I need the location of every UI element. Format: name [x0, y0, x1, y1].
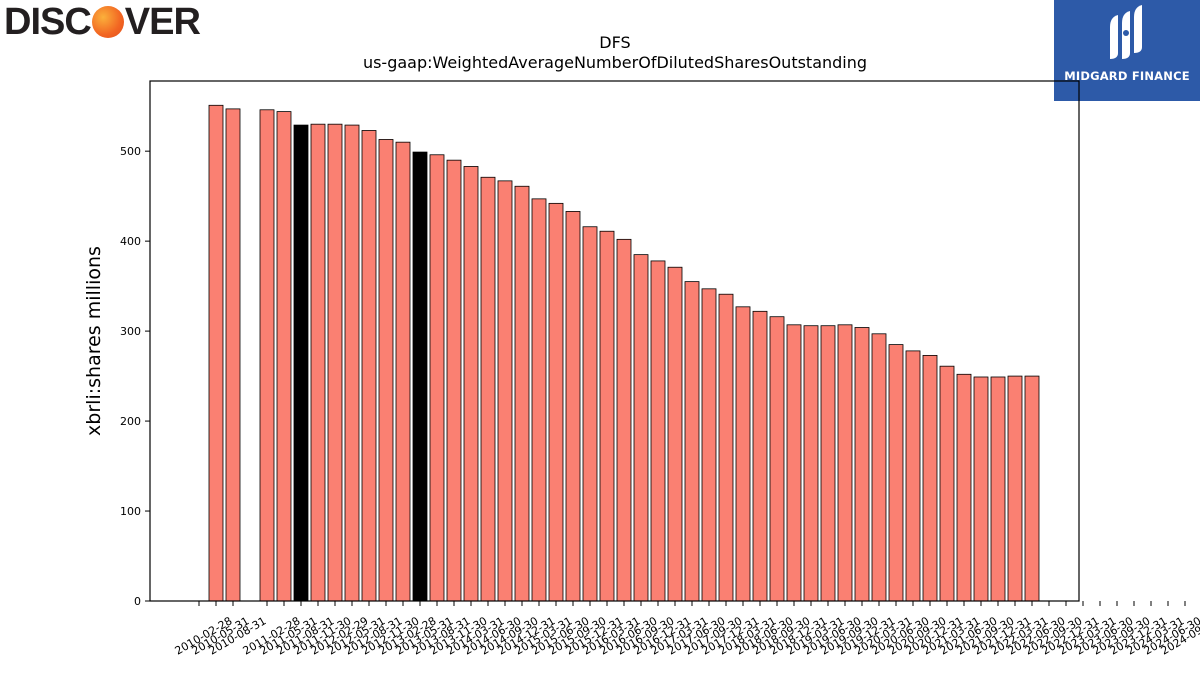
bar	[922, 354, 938, 602]
bar	[276, 111, 292, 602]
bar	[582, 226, 598, 602]
midgard-finance-brand: MIDGARD FINANCE	[1064, 69, 1190, 83]
bar	[344, 124, 360, 602]
bar	[1007, 375, 1023, 602]
chart-title: DFS	[599, 33, 630, 52]
bar	[837, 324, 853, 602]
y-tick-label: 500	[120, 145, 141, 158]
bar	[735, 306, 751, 602]
bar	[854, 327, 870, 602]
bar	[939, 365, 955, 602]
bar	[514, 185, 530, 602]
discover-logo-text-start: DISC	[4, 0, 92, 43]
bar	[395, 141, 411, 602]
bar	[1024, 375, 1040, 602]
bar	[446, 159, 462, 602]
bar	[259, 109, 275, 602]
bar	[871, 333, 887, 602]
bar	[463, 166, 479, 602]
bar	[548, 202, 564, 602]
bar	[718, 293, 734, 602]
y-tick-label: 100	[120, 505, 141, 518]
plot-frame	[149, 80, 1080, 602]
bar	[565, 211, 581, 602]
bar	[888, 344, 904, 602]
y-tick-label: 300	[120, 325, 141, 338]
bar	[752, 310, 768, 602]
bar	[361, 130, 377, 602]
bar	[820, 325, 836, 602]
bar	[786, 324, 802, 602]
bar	[208, 104, 224, 602]
bar	[412, 151, 428, 602]
bar	[990, 376, 1006, 602]
y-axis-label: xbrli:shares millions	[83, 246, 105, 436]
bar	[480, 176, 496, 602]
y-tick-label: 400	[120, 235, 141, 248]
bar	[701, 288, 717, 602]
chart-subtitle: us-gaap:WeightedAverageNumberOfDilutedSh…	[363, 53, 867, 72]
discover-logo: DISC VER	[4, 0, 201, 43]
bar	[497, 180, 513, 602]
y-tick-label: 200	[120, 415, 141, 428]
bar	[956, 373, 972, 602]
bar	[633, 254, 649, 602]
bar	[293, 124, 309, 602]
discover-orange-circle-icon	[91, 6, 124, 38]
bar	[310, 123, 326, 602]
bar	[378, 139, 394, 602]
bar	[599, 230, 615, 602]
bar	[973, 376, 989, 602]
bar	[650, 260, 666, 602]
bar	[769, 316, 785, 602]
bar	[429, 154, 445, 602]
bar	[225, 108, 241, 602]
bar	[667, 266, 683, 602]
midgard-finance-logo: MIDGARD FINANCE	[1054, 0, 1200, 101]
bar	[327, 123, 343, 602]
discover-logo-text-end: VER	[124, 0, 201, 43]
bar	[905, 350, 921, 602]
bar	[803, 325, 819, 602]
bar	[531, 198, 547, 602]
bar	[616, 238, 632, 602]
midgard-mark-icon	[1110, 5, 1142, 59]
bar	[684, 281, 700, 602]
y-tick-label: 0	[134, 595, 141, 608]
